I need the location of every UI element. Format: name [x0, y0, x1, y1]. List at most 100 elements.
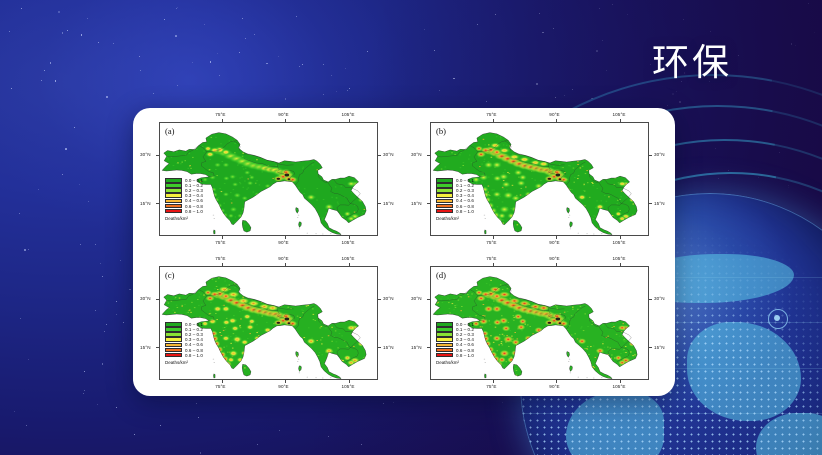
y-tick-right [378, 347, 381, 349]
legend-swatch [436, 332, 453, 337]
legend-swatch [165, 208, 182, 214]
legend-row: 0.6 – 0.8 [165, 348, 203, 353]
x-tick-label: 75°E [215, 112, 226, 117]
figure-card: (a) 75°E 75°E 90°E 90°E 105°E 105°E 30°N 30°N 15°… [133, 108, 675, 396]
y-tick-right [649, 154, 652, 156]
legend-row: 0.2 – 0.3 [436, 188, 474, 193]
panel-label: (b) [436, 126, 446, 136]
x-tick-bottom [556, 380, 558, 383]
y-tick-label: 15°N [411, 200, 422, 206]
legend-label: 0.2 – 0.3 [185, 188, 203, 194]
x-tick-label: 105°E [341, 256, 355, 261]
y-tick-label: 30°N [411, 296, 422, 302]
x-tick-label: 90°E [549, 384, 560, 389]
legend-row: 0.0 – 0.1 [165, 178, 203, 183]
legend-swatch [165, 332, 182, 337]
choropleth-map [160, 123, 377, 235]
x-tick-top [222, 119, 224, 122]
x-tick-bottom [619, 236, 621, 239]
y-tick-label: 30°N [654, 296, 665, 302]
figure-panel-a: (a) 75°E 75°E 90°E 90°E 105°E 105°E 30°N 30°N 15°… [133, 108, 404, 252]
x-tick-label: 90°E [549, 240, 560, 245]
y-tick-left [427, 347, 430, 349]
legend-label: 0.2 – 0.3 [456, 188, 474, 194]
x-tick-top [285, 263, 287, 266]
x-tick-top [619, 119, 621, 122]
x-tick-top [348, 119, 350, 122]
y-tick-left [156, 154, 159, 156]
legend-row: 0.6 – 0.8 [165, 204, 203, 209]
legend-swatch [436, 203, 453, 209]
plot-area [159, 266, 378, 380]
plot-area [159, 122, 378, 236]
legend-row: 0.3 – 0.4 [165, 337, 203, 342]
figure-panel-c: (c) 75°E 75°E 90°E 90°E 105°E 105°E 30°N 30°N 15°… [133, 252, 404, 396]
legend-label: 0.2 – 0.3 [456, 332, 474, 338]
map-legend: 0.0 – 0.1 0.1 – 0.2 0.2 – 0.3 0.3 – 0.4 0.4 … [165, 178, 203, 221]
panel-label: (d) [436, 270, 446, 280]
y-tick-left [156, 347, 159, 349]
legend-swatch [165, 203, 182, 209]
legend-label: 0.1 – 0.2 [456, 182, 474, 188]
legend-swatch [436, 327, 453, 332]
x-tick-top [348, 263, 350, 266]
legend-row: 0.4 – 0.6 [165, 198, 203, 204]
y-tick-left [427, 154, 430, 156]
legend-label: 0.1 – 0.2 [185, 326, 203, 332]
legend-row: 0.4 – 0.6 [165, 342, 203, 347]
x-tick-label: 105°E [341, 384, 355, 389]
slide-title: 环保 [652, 41, 732, 84]
legend-row: 0.8 – 1.0 [436, 353, 474, 358]
legend-units: Deaths/km² [436, 359, 460, 365]
x-tick-top [493, 119, 495, 122]
legend-label: 0.0 – 0.1 [456, 177, 474, 183]
x-tick-label: 90°E [278, 384, 289, 389]
legend-swatch [165, 198, 182, 204]
figure-panel-grid: (a) 75°E 75°E 90°E 90°E 105°E 105°E 30°N 30°N 15°… [133, 108, 675, 396]
legend-units: Deaths/km² [165, 359, 189, 365]
x-tick-label: 90°E [278, 112, 289, 117]
figure-panel-d: (d) 75°E 75°E 90°E 90°E 105°E 105°E 30°N 30°N 15°… [404, 252, 675, 396]
legend-swatch [436, 178, 453, 183]
x-tick-label: 105°E [612, 240, 626, 245]
legend-label: 0.4 – 0.6 [456, 198, 474, 204]
y-tick-label: 15°N [383, 200, 394, 206]
x-tick-top [619, 263, 621, 266]
legend-row: 0.1 – 0.2 [165, 183, 203, 188]
legend-label: 0.0 – 0.1 [456, 321, 474, 327]
legend-units: Deaths/km² [165, 215, 189, 221]
legend-row: 0.4 – 0.6 [436, 198, 474, 204]
y-tick-left [427, 298, 430, 300]
legend-label: 0.0 – 0.1 [185, 321, 203, 327]
x-tick-bottom [556, 236, 558, 239]
legend-swatch [165, 322, 182, 327]
legend-label: 0.6 – 0.8 [456, 203, 474, 209]
x-tick-label: 105°E [341, 112, 355, 117]
legend-row: 0.4 – 0.6 [436, 342, 474, 347]
plot-area [430, 266, 649, 380]
x-tick-top [556, 263, 558, 266]
y-tick-label: 30°N [411, 152, 422, 158]
x-tick-bottom [285, 380, 287, 383]
x-tick-bottom [619, 380, 621, 383]
legend-label: 0.2 – 0.3 [185, 332, 203, 338]
legend-row: 0.3 – 0.4 [165, 193, 203, 198]
y-tick-label: 30°N [140, 152, 151, 158]
choropleth-map [160, 267, 377, 379]
x-tick-top [222, 263, 224, 266]
y-tick-label: 15°N [654, 200, 665, 206]
x-tick-label: 105°E [612, 112, 626, 117]
legend-row: 0.1 – 0.2 [436, 183, 474, 188]
legend-row: 0.1 – 0.2 [165, 327, 203, 332]
legend-row: 0.3 – 0.4 [436, 337, 474, 342]
legend-swatch [165, 352, 182, 358]
legend-label: 0.8 – 1.0 [185, 352, 203, 358]
x-tick-bottom [222, 380, 224, 383]
x-tick-bottom [493, 380, 495, 383]
x-tick-top [285, 119, 287, 122]
legend-swatch [165, 347, 182, 353]
legend-swatch [165, 178, 182, 183]
panel-label: (a) [165, 126, 175, 136]
y-tick-label: 15°N [140, 200, 151, 206]
x-tick-label: 75°E [215, 384, 226, 389]
